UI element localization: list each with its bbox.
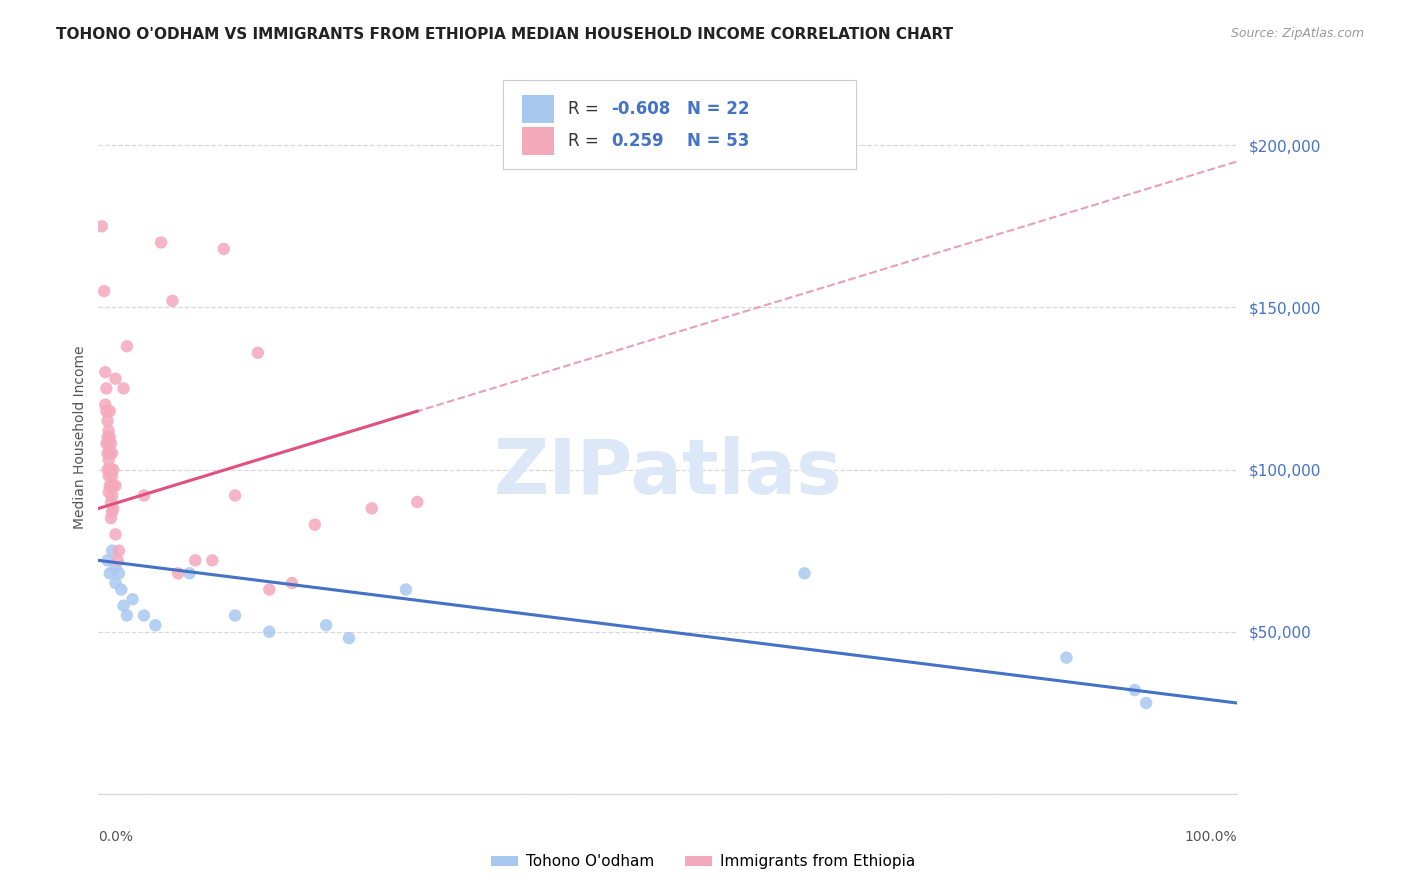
Point (96, 446, 118, 460)
Point (259, 624, 281, 639)
Text: TOHONO O'ODHAM VS IMMIGRANTS FROM ETHIOPIA MEDIAN HOUSEHOLD INCOME CORRELATION C: TOHONO O'ODHAM VS IMMIGRANTS FROM ETHIOP… (56, 27, 953, 42)
Point (96, 462, 118, 476)
Point (162, 293, 184, 308)
Text: Source: ZipAtlas.com: Source: ZipAtlas.com (1230, 27, 1364, 40)
Point (281, 576, 304, 591)
Point (112, 599, 135, 613)
Point (1135, 696, 1157, 710)
Point (97, 424, 120, 438)
Point (101, 446, 124, 460)
Point (96, 430, 118, 444)
Point (132, 608, 155, 623)
FancyBboxPatch shape (522, 95, 554, 123)
Point (98, 404, 121, 418)
Point (793, 566, 815, 581)
Point (212, 242, 235, 256)
Point (1054, 650, 1078, 665)
Point (98, 566, 121, 581)
Point (304, 517, 326, 532)
Point (167, 566, 190, 581)
Point (179, 566, 201, 581)
Point (98, 446, 121, 460)
Text: ZIPatlas: ZIPatlas (494, 436, 842, 509)
Point (132, 488, 155, 502)
Point (121, 592, 143, 607)
Text: N = 22: N = 22 (688, 100, 749, 118)
Point (94, 365, 117, 379)
Point (94, 398, 117, 412)
Point (103, 479, 125, 493)
Point (315, 618, 337, 632)
Text: N = 53: N = 53 (688, 132, 749, 150)
Point (96, 436, 118, 450)
Point (115, 339, 138, 353)
Point (93, 284, 115, 298)
Point (150, 235, 173, 250)
Point (100, 479, 122, 493)
Text: 0.259: 0.259 (612, 132, 664, 150)
Legend: Tohono O'odham, Immigrants from Ethiopia: Tohono O'odham, Immigrants from Ethiopia (485, 848, 921, 875)
Point (107, 553, 129, 567)
Point (360, 501, 382, 516)
Point (103, 501, 125, 516)
Point (1123, 683, 1146, 698)
Point (108, 566, 131, 581)
Text: 100.0%: 100.0% (1185, 830, 1237, 844)
Point (104, 527, 127, 541)
Point (184, 553, 207, 567)
Point (100, 436, 122, 450)
Point (201, 553, 224, 567)
Point (96, 381, 118, 395)
Point (96, 553, 118, 567)
Point (224, 488, 246, 502)
Point (100, 462, 122, 476)
Point (104, 576, 127, 591)
Point (145, 618, 167, 632)
Point (98, 462, 121, 476)
Point (100, 511, 122, 525)
Point (100, 495, 122, 509)
Point (395, 582, 418, 597)
Point (104, 372, 127, 386)
FancyBboxPatch shape (522, 127, 554, 155)
Point (96, 404, 118, 418)
Text: 0.0%: 0.0% (98, 830, 134, 844)
Text: R =: R = (568, 132, 609, 150)
Point (246, 345, 269, 359)
Point (103, 462, 125, 476)
Point (97, 485, 120, 500)
Point (97, 469, 120, 483)
Point (98, 479, 121, 493)
Point (98, 430, 121, 444)
Point (104, 559, 127, 574)
Point (90, 219, 112, 234)
Point (115, 608, 138, 623)
Point (97, 436, 120, 450)
Point (406, 495, 429, 509)
Point (104, 479, 127, 493)
Point (337, 631, 360, 645)
Point (101, 469, 124, 483)
Text: R =: R = (568, 100, 603, 118)
Point (101, 543, 124, 558)
Y-axis label: Median Household Income: Median Household Income (73, 345, 87, 529)
FancyBboxPatch shape (503, 80, 856, 169)
Point (96, 414, 118, 428)
Point (112, 381, 135, 395)
Point (110, 582, 132, 597)
Point (259, 582, 281, 597)
Point (101, 488, 124, 502)
Point (224, 608, 246, 623)
Text: -0.608: -0.608 (612, 100, 671, 118)
Point (108, 543, 131, 558)
Point (97, 452, 120, 467)
Point (101, 505, 124, 519)
